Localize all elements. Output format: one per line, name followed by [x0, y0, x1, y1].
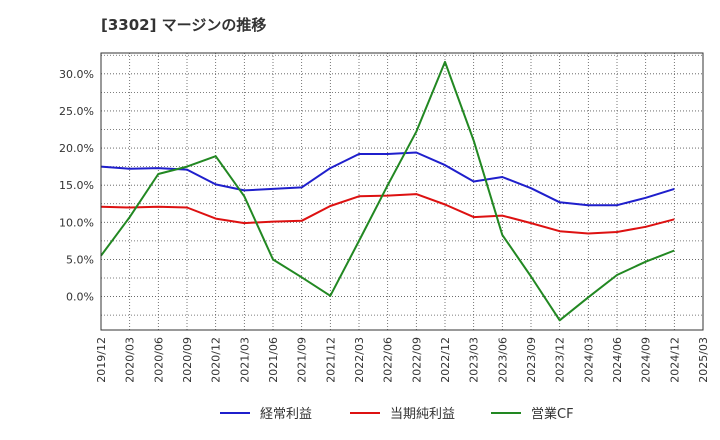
y-tick-label: 30.0%	[59, 68, 94, 81]
x-tick-label: 2021/06	[267, 337, 280, 383]
x-tick-label: 2021/09	[296, 337, 309, 383]
plot-background	[101, 53, 703, 330]
x-tick-label: 2023/09	[525, 337, 538, 383]
x-tick-label: 2025/03	[697, 337, 710, 383]
x-tick-label: 2024/12	[668, 337, 681, 383]
x-tick-label: 2023/06	[496, 337, 509, 383]
y-tick-label: 25.0%	[59, 105, 94, 118]
y-tick-label: 20.0%	[59, 142, 94, 155]
x-tick-label: 2023/12	[554, 337, 567, 383]
x-tick-label: 2022/03	[353, 337, 366, 383]
y-tick-label: 15.0%	[59, 179, 94, 192]
x-tick-label: 2022/09	[410, 337, 423, 383]
x-tick-label: 2024/03	[582, 337, 595, 383]
x-tick-label: 2024/09	[640, 337, 653, 383]
chart-title: [3302] マージンの推移	[101, 16, 267, 34]
y-tick-label: 10.0%	[59, 216, 94, 229]
series-line	[100, 193, 675, 235]
x-tick-label: 2023/03	[468, 337, 481, 383]
x-tick-label: 2021/12	[324, 337, 337, 383]
x-tick-label: 2020/06	[152, 337, 165, 383]
x-tick-label: 2020/09	[181, 337, 194, 383]
series-line	[100, 151, 675, 207]
legend-label: 当期純利益	[390, 407, 455, 422]
y-tick-label: 5.0%	[66, 253, 94, 266]
x-tick-label: 2022/12	[439, 337, 452, 383]
x-tick-label: 2022/06	[382, 337, 395, 383]
legend-label: 営業CF	[531, 406, 574, 422]
legend: 経常利益 当期純利益 営業CF	[220, 406, 574, 422]
x-tick-label: 2021/03	[238, 337, 251, 383]
legend-label: 経常利益	[260, 407, 312, 422]
x-tick-label: 2024/06	[611, 337, 624, 383]
y-tick-label: 0.0%	[66, 291, 94, 304]
grid	[100, 53, 704, 330]
y-axis-ticks: 30.0% 25.0% 20.0% 15.0% 10.0% 5.0% 0.0%	[59, 68, 94, 304]
x-tick-label: 2019/12	[95, 337, 108, 383]
x-tick-label: 2020/03	[124, 337, 137, 383]
plot-border	[100, 52, 704, 331]
series-line	[100, 60, 675, 322]
x-axis-ticks: 2019/12 2020/03 2020/06 2020/09 2020/12 2021/…	[95, 337, 710, 383]
x-tick-label: 2020/12	[210, 337, 223, 383]
series-lines	[100, 60, 675, 322]
